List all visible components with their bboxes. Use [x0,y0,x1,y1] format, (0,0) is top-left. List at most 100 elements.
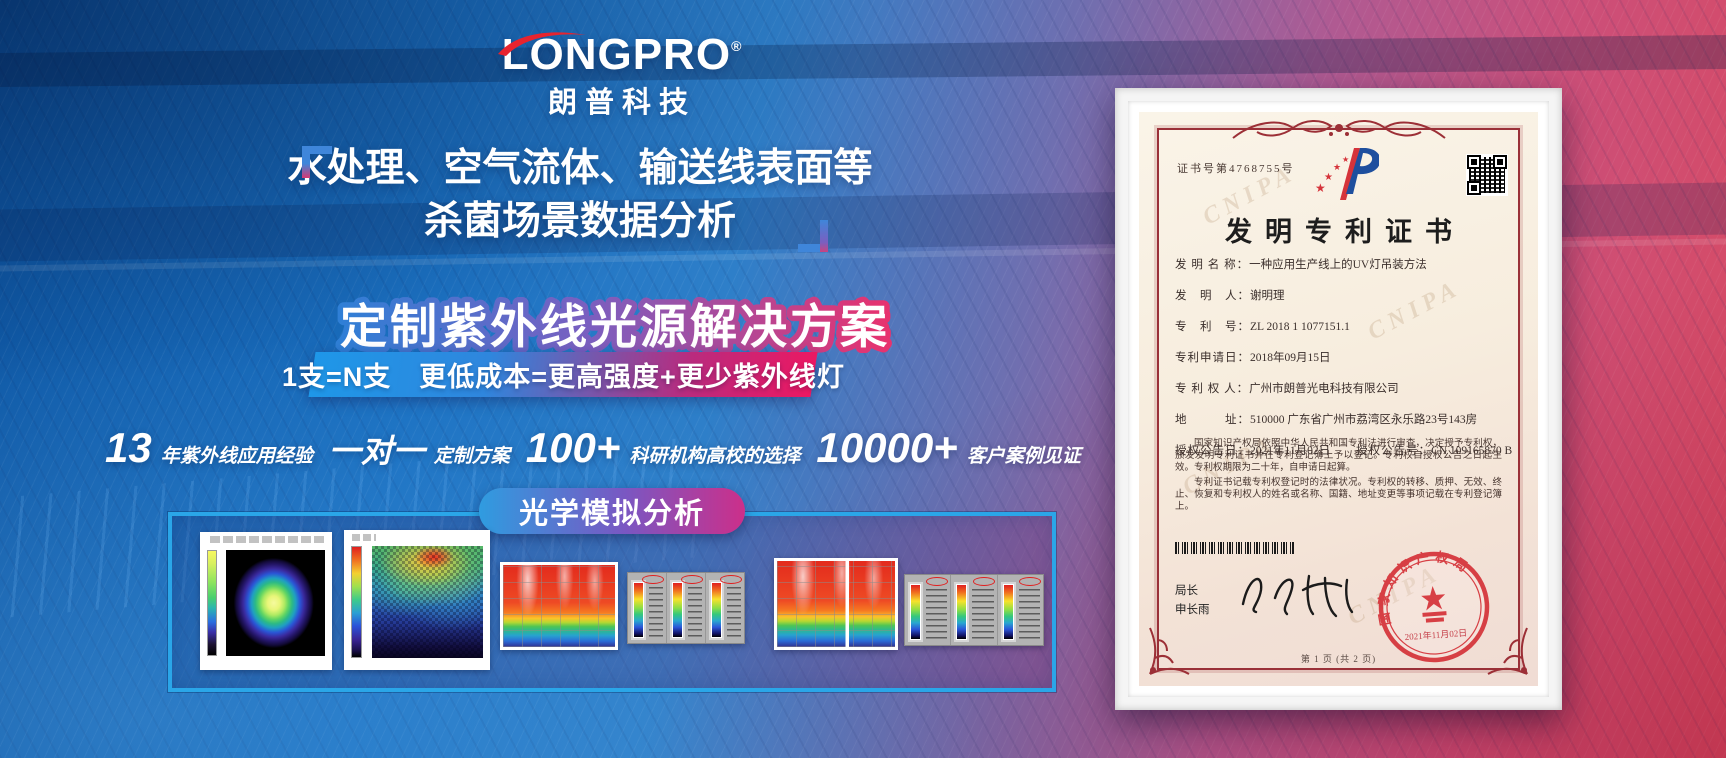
stat-label: 年紫外线应用经验 [160,446,313,467]
stat-label: 科研机构高校的选择 [629,446,801,467]
simulation-badge: 光学模拟分析 [478,488,746,534]
stat-value: 100+ [525,424,621,471]
stat-value: 13 [105,424,152,471]
simulation-image-heatmap-1 [500,562,618,650]
stat-label: 客户案例见证 [966,446,1081,467]
corner-flourish-icon [1487,627,1528,675]
colorbar [351,546,362,658]
simulation-image-heatmap-2 [774,558,898,650]
plot-caption-lines [210,536,324,543]
background-band [0,34,1726,88]
field-row: 地 址：510000 广东省广州市荔湾区永乐路23号143房 [1175,411,1508,427]
stat-item-institutions: 100+ 科研机构高校的选择 [526,424,801,472]
field-row-grant: 授权公告日：2021年11月02日 授权公告号：CN 109165870 B [1175,442,1512,458]
legend-cell [706,573,744,643]
field-value: CN 109165870 B [1431,445,1513,457]
logo-text: LONGPRO® [472,30,772,79]
director-name: 申长雨 [1175,604,1210,616]
stats-row: 13 年紫外线应用经验 一对一 定制方案 100+ 科研机构高校的选择 1000… [105,424,1085,472]
simulation-image-noise-map [344,530,490,670]
solution-title-text: 定制紫外线光源解决方案 [340,300,890,353]
certificate-paragraph: 国家知识产权局依照中华人民共和国专利法进行审查，决定授予专利权，颁发发明专利证书… [1175,439,1502,473]
field-value: 2021年11月02日 [1250,445,1331,457]
field-row: 发 明 名 称：一种应用生产线上的UV灯吊装方法 [1175,256,1508,272]
field-value: 一种应用生产线上的UV灯吊装方法 [1249,259,1427,271]
field-label: 发 明 人： [1175,290,1250,302]
field-value: 谢明理 [1250,290,1285,302]
headline: 水处理、空气流体、输送线表面等 杀菌场景数据分析 [250,142,910,252]
svg-text:★: ★ [1342,155,1349,164]
simulation-panel: 光学模拟分析 [168,488,1056,692]
headline-line2: 杀菌场景数据分析 [423,200,736,243]
stat-label: 定制方案 [433,446,510,467]
legend-cell [628,573,667,643]
logo-subtext: 朗普科技 [547,87,696,120]
field-label: 专 利 权 人： [1175,383,1250,395]
plot-area [372,546,483,658]
logo: LONGPRO® 朗普科技 [472,30,772,121]
field-value: 510000 广东省广州市荔湾区永乐路23号143房 [1250,414,1478,426]
field-label: 专利申请日： [1175,352,1250,364]
plot-caption-lines [352,534,376,541]
field-row: 专利申请日：2018年09月15日 [1175,349,1508,365]
director-block: 局长 申长雨 [1175,582,1210,620]
stat-item-customers: 10000+ 客户案例见证 [816,424,1080,472]
solution-tagline-banner: 1支=N支 更低成本=更高强度+更少紫外线灯 [282,352,844,397]
field-label: 授权公告日： [1175,445,1250,457]
field-label: 授权公告号： [1356,445,1432,457]
certificate-paragraph: 专利证书记载专利权登记时的法律状况。专利权的转移、质押、无效、终止、恢复和专利权… [1175,478,1502,512]
patent-certificate-frame: CNIPA CNIPA CNIPA CNIPA [1115,88,1562,710]
certificate-number: 证书号第4768755号 [1177,163,1295,175]
field-value: 广州市朗普光电科技有限公司 [1249,383,1399,395]
logo-wordmark: LONGPRO [501,30,732,79]
solution-title: 定制紫外线光源解决方案 [335,295,893,359]
svg-text:★: ★ [1333,162,1341,172]
legend-cell [667,573,706,643]
svg-text:★: ★ [1324,172,1333,183]
colorbar [207,550,217,656]
heatmap-fill [503,565,615,647]
seal-date: 2021年11月02日 [1404,627,1467,642]
headline-line1: 水处理、空气流体、输送线表面等 [287,147,873,190]
corner-flourish-icon [1149,627,1190,675]
simulation-legend-panel-2 [904,574,1044,646]
certificate-mat: CNIPA CNIPA CNIPA CNIPA [1128,101,1549,697]
certificate-page-footer: 第 1 页 (共 2 页) [1300,654,1377,664]
grant-date: 授权公告日：2021年11月02日 [1175,442,1330,458]
legend-cell [951,575,998,645]
certificate-title: 发明专利证书 [1225,217,1465,247]
certificate-paragraphs: 国家知识产权局依照中华人民共和国专利法进行审查，决定授予专利权，颁发发明专利证书… [1175,438,1502,516]
solution-tagline-text: 1支=N支 更低成本=更高强度+更少紫外线灯 [281,362,845,392]
stat-value: 一对一 [328,433,425,469]
stat-value: 10000+ [816,424,958,471]
stat-item-one-on-one: 一对一 定制方案 [329,426,510,472]
legend-cell [998,575,1043,645]
registered-trademark: ® [731,38,743,54]
plot-area [226,550,325,656]
svg-text:★: ★ [1315,181,1326,195]
quote-bracket-open-icon [302,146,334,178]
logo-swoosh-icon [498,32,586,56]
heatmap-fill [777,561,895,647]
simulation-image-irradiance-blob [200,532,332,670]
stat-item-experience: 13 年紫外线应用经验 [105,424,313,472]
field-row: 专 利 权 人：广州市朗普光电科技有限公司 [1175,380,1508,396]
signature [1241,574,1354,618]
director-label: 局长 [1175,585,1198,597]
cnipa-logo-icon: ★ ★ ★ ★ [1315,148,1379,200]
barcode [1175,542,1295,554]
certificate-ornament-icon [1231,120,1446,139]
grant-number: 授权公告号：CN 109165870 B [1356,442,1512,458]
field-row: 专 利 号：ZL 2018 1 1077151.1 [1175,318,1508,334]
field-value: ZL 2018 1 1077151.1 [1250,321,1350,333]
field-value: 2018年09月15日 [1250,352,1331,364]
field-row: 发 明 人：谢明理 [1175,287,1508,303]
irradiance-blob [231,556,320,650]
field-label: 发 明 名 称： [1175,259,1250,271]
official-seal: 国家知识产权局 2021年11月02日 [1373,546,1490,663]
legend-cell [905,575,952,645]
field-label: 地 址： [1175,414,1250,426]
patent-certificate: CNIPA CNIPA CNIPA CNIPA [1139,112,1538,686]
certificate-content: 证书号第4768755号 ★ ★ ★ ★ 发明专利证书 发 明 [1139,112,1538,686]
